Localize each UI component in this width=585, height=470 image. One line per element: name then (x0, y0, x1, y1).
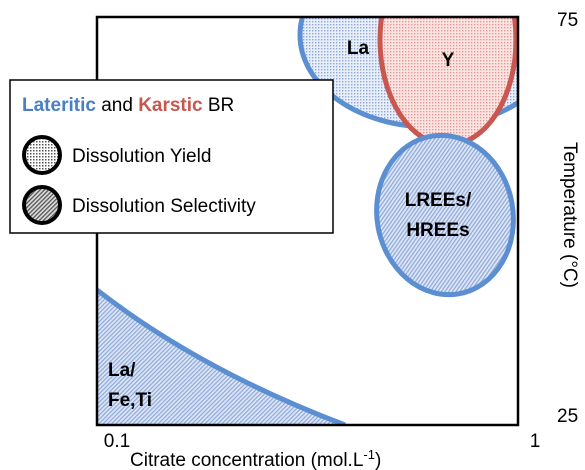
legend-label: Dissolution Yield (72, 146, 211, 167)
region-label: Fe,Ti (108, 390, 152, 411)
x-axis-label: Citrate concentration (mol.L-1) (130, 447, 381, 470)
region-label: HREEs (406, 220, 469, 241)
ratio-region (374, 132, 516, 298)
x-tick-label: 0.1 (104, 431, 130, 452)
region-label: La (347, 38, 370, 59)
legend-label: Dissolution Selectivity (72, 196, 256, 217)
region-label: LREEs/ (405, 190, 472, 211)
regions (97, 17, 518, 425)
legend-title-br: BR (203, 95, 235, 116)
la-fe-boundary (97, 288, 346, 425)
legend-swatch (22, 135, 62, 175)
x-axis-label-text: Citrate concentration (mol.L (130, 450, 363, 470)
legend-title-lateritic: Lateritic (22, 95, 96, 116)
legend-swatch (22, 185, 62, 225)
legend-title-karstic: Karstic (138, 95, 203, 116)
legend-box (9, 79, 334, 234)
y-tick-label: 25 (557, 406, 578, 427)
legend-title-and: and (96, 95, 138, 116)
region-label: Y (442, 50, 455, 71)
x-axis-label-end: ) (375, 450, 381, 470)
x-tick-label: 1 (530, 431, 541, 452)
x-axis-label-sup: -1 (363, 447, 375, 462)
region-label: La/ (108, 360, 136, 381)
la-fe-region (97, 290, 345, 425)
y-tick-label: 75 (557, 10, 578, 31)
y-axis-label: Temperature (°C) (559, 142, 580, 288)
legend-title: Lateritic and Karstic BR (22, 95, 234, 116)
